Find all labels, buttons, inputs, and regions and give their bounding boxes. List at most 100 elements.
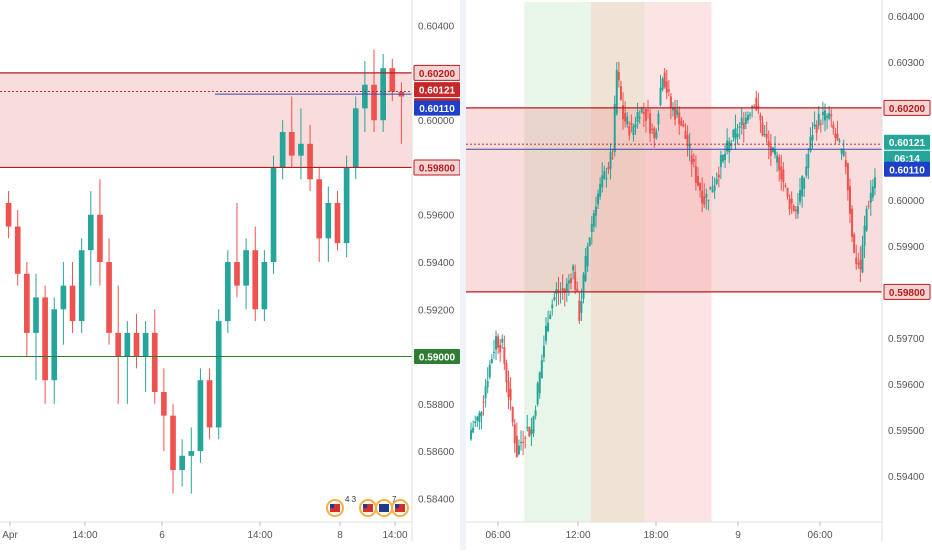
candle-body (478, 412, 481, 423)
candle (520, 430, 523, 451)
candle-body (672, 108, 674, 111)
candle-body (832, 124, 835, 129)
candle-body (728, 141, 731, 153)
candle (638, 110, 641, 124)
candle-body (674, 106, 677, 120)
candle-body (713, 185, 716, 191)
candle-body (840, 148, 843, 154)
candle-body (14, 226, 21, 274)
candle-body (690, 155, 693, 165)
candle (749, 112, 752, 120)
candle (343, 155, 350, 258)
candle-body (522, 441, 525, 443)
candle (736, 123, 739, 145)
candle-body (644, 108, 647, 121)
candle-body (609, 151, 612, 169)
candle (619, 80, 622, 101)
candle-body (755, 97, 758, 110)
candle-body (834, 133, 837, 138)
candle-body (624, 113, 627, 122)
candle-body (492, 351, 495, 353)
candle-body (505, 363, 508, 383)
candle-body (542, 345, 545, 358)
price-badge-label: 0.60200 (889, 104, 926, 115)
candle (647, 99, 650, 119)
left-chart-panel[interactable]: 0.60400 0.60200 0.60000 0.59800 0.59600 0.594… (0, 0, 461, 542)
y-tick-label: 0.60300 (888, 58, 925, 69)
candle (861, 235, 864, 274)
session-band-orange (590, 2, 645, 522)
candle (622, 92, 625, 130)
x-tick-label: 6 (159, 530, 165, 541)
candle (838, 138, 841, 144)
flag-icon-canton (379, 504, 383, 508)
candle (524, 435, 527, 449)
price-badge-label: 0.59800 (419, 163, 456, 174)
candle-body (688, 144, 691, 149)
candle-body (636, 112, 639, 122)
candle (509, 376, 512, 411)
candle-body (761, 122, 764, 136)
candle-body (42, 297, 48, 381)
candle (551, 299, 554, 316)
candle (644, 108, 647, 133)
candle (790, 191, 793, 215)
candle-body (551, 304, 554, 309)
candle-body (667, 89, 670, 92)
candle (855, 244, 858, 271)
candle-body (792, 205, 795, 211)
candle (665, 69, 668, 100)
candle-body (617, 72, 620, 81)
candle-body (740, 117, 743, 126)
candle (642, 102, 645, 127)
candle-body (628, 126, 631, 136)
flag-icon (359, 499, 377, 517)
candle (661, 76, 664, 92)
x-tick-label: Apr (2, 530, 18, 541)
candle-body (799, 190, 802, 202)
candle-body (724, 153, 727, 161)
candle (663, 68, 666, 89)
candle-body (544, 325, 547, 341)
candle (859, 246, 862, 282)
candle-body (601, 175, 604, 188)
candle (705, 188, 708, 210)
candle (696, 167, 699, 187)
candle (472, 420, 475, 434)
candle-body (106, 262, 112, 333)
candle-body (796, 206, 799, 214)
candle-body (707, 199, 710, 201)
candle-body (24, 273, 30, 333)
candle-body (778, 156, 781, 171)
candle (307, 124, 313, 192)
candle-body (590, 223, 593, 233)
candle-body (705, 193, 708, 198)
candle (680, 117, 683, 126)
candle (515, 422, 518, 458)
candle (832, 121, 835, 135)
x-tick-label: 14:00 (382, 530, 407, 541)
candle-body (526, 427, 529, 429)
candle-body (574, 271, 577, 290)
y-tick-label: 0.60000 (888, 196, 925, 207)
candle (33, 273, 39, 381)
candle-body (133, 332, 140, 357)
candle (561, 274, 564, 300)
y-tick-label: 0.59900 (888, 242, 925, 253)
candle-body (651, 128, 654, 130)
candle-body (490, 359, 493, 364)
y-tick-label: 0.60400 (888, 12, 925, 23)
candle (738, 122, 741, 140)
candle-body (553, 297, 556, 300)
candle (667, 80, 670, 97)
candle-body (626, 116, 629, 125)
flag-icon-canton (330, 504, 334, 508)
candle-body (161, 392, 167, 416)
candle-body (871, 186, 874, 198)
candle-body (819, 123, 822, 125)
candle (848, 178, 851, 224)
candle (528, 426, 531, 438)
right-chart-panel[interactable]: 0.604000.603000.602000.601000.600000.599… (466, 0, 931, 542)
flag-icon-fill (379, 504, 389, 512)
price-badge-lower (414, 349, 460, 365)
